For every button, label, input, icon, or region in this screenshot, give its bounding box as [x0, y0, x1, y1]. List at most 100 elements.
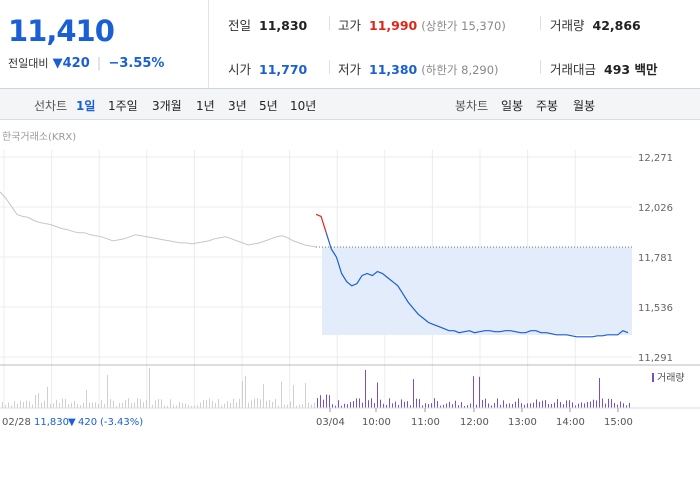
candle-tab-monthly[interactable]: 월봉: [573, 99, 596, 113]
volume-value: 42,866: [592, 18, 641, 33]
prev-day-arrow-icon: ▼: [68, 417, 76, 428]
volume-bar: [32, 404, 33, 408]
high-label: 고가: [338, 18, 362, 33]
prev-day-series-line: [0, 191, 317, 248]
volume-bar: [362, 402, 363, 408]
volume-bar: [167, 405, 168, 408]
volume-bar: [581, 402, 582, 408]
volume-bar: [65, 398, 66, 408]
volume-bar: [155, 400, 156, 408]
volume-bar: [191, 405, 192, 408]
volume-bar: [305, 383, 306, 408]
volume-bar: [206, 400, 207, 408]
change-value: 420: [62, 56, 90, 71]
volume-bar: [533, 402, 534, 408]
volume-bar: [419, 399, 420, 408]
high-value: 11,990: [369, 18, 418, 33]
range-tab-3y[interactable]: 3년: [228, 99, 247, 113]
stat-open: 시가 11,770: [228, 59, 307, 78]
range-tab-1w[interactable]: 1주일: [108, 99, 138, 113]
range-tab-3m[interactable]: 3개월: [152, 99, 182, 113]
volume-bar: [95, 402, 96, 408]
volume-bar: [2, 402, 3, 408]
volume-bar: [602, 398, 603, 408]
volume-bar: [323, 399, 324, 408]
volume-bar: [269, 399, 270, 408]
volume-bar: [185, 403, 186, 408]
volume-bar: [449, 401, 450, 408]
volume-bar: [245, 375, 246, 408]
volume-bar: [488, 403, 489, 408]
volume-bar: [239, 398, 240, 408]
lower-limit: (하한가 8,290): [421, 63, 499, 77]
volume-bar: [608, 398, 609, 408]
candle-tab-daily[interactable]: 일봉: [501, 99, 524, 113]
volume-bar: [626, 405, 627, 408]
range-tab-5y[interactable]: 5년: [259, 99, 278, 113]
volume-bar: [443, 404, 444, 408]
volume-bar: [500, 404, 501, 408]
stat-amount: 거래대금 493 백만: [550, 59, 657, 78]
volume-bar: [260, 399, 261, 408]
volume-bar: [299, 404, 300, 408]
volume-bar: [482, 399, 483, 408]
open-value: 11,770: [259, 62, 308, 77]
divider: [540, 16, 541, 30]
volume-bar: [74, 400, 75, 408]
volume-bar: [338, 400, 339, 408]
volume-bar: [197, 405, 198, 408]
range-tab-1y[interactable]: 1년: [196, 99, 215, 113]
divider: [540, 60, 541, 74]
volume-bar: [8, 402, 9, 408]
volume-bar: [71, 402, 72, 408]
volume-bar: [308, 402, 309, 408]
volume-bar: [359, 398, 360, 408]
volume-bar: [29, 401, 30, 408]
prev-day-info: 02/28 11,830 ▼ 420 (-3.43%): [2, 417, 143, 428]
volume-bar: [68, 404, 69, 408]
volume-bar: [47, 386, 48, 408]
volume-bar: [350, 402, 351, 408]
volume-bar: [203, 399, 204, 408]
amount-label: 거래대금: [550, 62, 597, 77]
volume-bar: [59, 403, 60, 408]
volume-bar: [470, 403, 471, 408]
change-label: 전일대비: [8, 57, 49, 70]
volume-bar: [410, 405, 411, 408]
volume-bar: [383, 403, 384, 408]
y-tick-label: 11,291: [638, 353, 673, 364]
volume-bar: [617, 404, 618, 408]
volume-bar: [560, 402, 561, 408]
volume-bar: [41, 402, 42, 408]
volume-bars: [2, 368, 630, 408]
volume-bar: [578, 403, 579, 408]
volume-bar: [302, 404, 303, 408]
volume-bar: [212, 400, 213, 408]
volume-bar: [341, 405, 342, 408]
candle-tab-weekly[interactable]: 주봉: [536, 99, 559, 113]
range-tab-10y[interactable]: 10년: [290, 99, 317, 113]
price-change: 전일대비 ▼420 | −3.55%: [8, 56, 165, 71]
volume-bar: [53, 403, 54, 408]
stat-prev-close: 전일 11,830: [228, 15, 307, 34]
volume-bar: [461, 402, 462, 408]
volume-bar: [131, 403, 132, 408]
volume-bar: [98, 403, 99, 408]
volume-bar: [413, 379, 414, 408]
volume-bar: [275, 398, 276, 408]
volume-bar: [104, 403, 105, 408]
volume-bar: [86, 389, 87, 408]
range-tab-1d[interactable]: 1일: [76, 99, 96, 113]
volume-bar: [209, 398, 210, 408]
volume-bar: [89, 402, 90, 408]
volume-bar: [320, 395, 321, 408]
volume-bar: [119, 403, 120, 408]
volume-bar: [110, 399, 111, 408]
current-price: 11,410: [8, 14, 115, 48]
volume-bar: [17, 403, 18, 408]
down-arrow-icon: ▼: [52, 56, 63, 71]
volume-bar: [14, 401, 15, 408]
divider: [329, 60, 330, 74]
volume-bar: [23, 402, 24, 408]
volume-bar: [254, 398, 255, 408]
